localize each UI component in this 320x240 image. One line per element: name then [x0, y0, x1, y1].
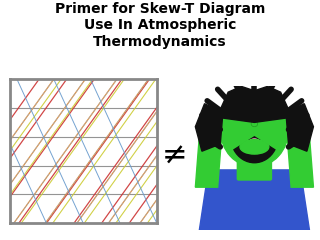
Ellipse shape [249, 139, 260, 149]
Ellipse shape [266, 112, 274, 118]
FancyBboxPatch shape [237, 160, 271, 180]
Ellipse shape [287, 122, 311, 143]
Polygon shape [195, 137, 221, 187]
Ellipse shape [235, 112, 243, 118]
Text: Primer for Skew-T Diagram
Use In Atmospheric
Thermodynamics: Primer for Skew-T Diagram Use In Atmosph… [55, 2, 265, 48]
Text: ≠: ≠ [162, 142, 187, 170]
Polygon shape [199, 170, 309, 230]
Wedge shape [234, 137, 275, 163]
Polygon shape [220, 86, 289, 122]
Ellipse shape [251, 121, 258, 127]
Circle shape [220, 92, 289, 167]
Polygon shape [287, 137, 314, 187]
Ellipse shape [198, 122, 221, 143]
Polygon shape [195, 104, 223, 151]
Polygon shape [286, 104, 314, 151]
Ellipse shape [240, 140, 269, 154]
